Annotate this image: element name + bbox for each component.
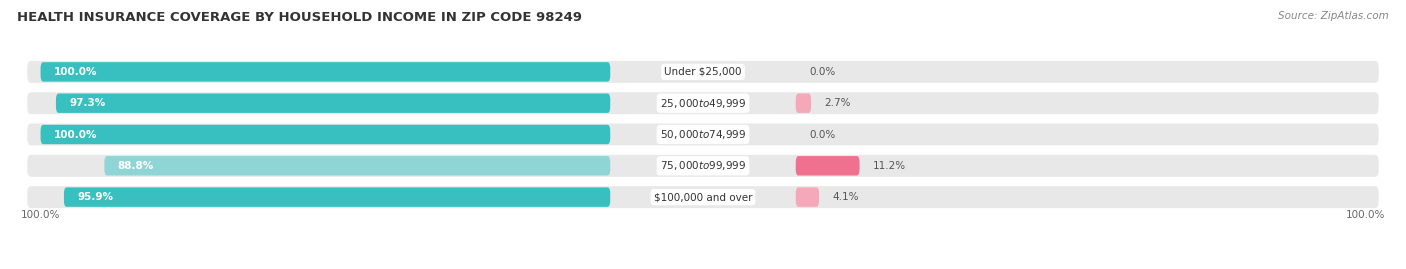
- Text: 100.0%: 100.0%: [1346, 210, 1385, 220]
- Text: $25,000 to $49,999: $25,000 to $49,999: [659, 97, 747, 110]
- Text: 100.0%: 100.0%: [53, 67, 97, 77]
- Text: 100.0%: 100.0%: [53, 129, 97, 140]
- FancyBboxPatch shape: [796, 156, 859, 175]
- FancyBboxPatch shape: [27, 123, 1379, 146]
- Text: $50,000 to $74,999: $50,000 to $74,999: [659, 128, 747, 141]
- FancyBboxPatch shape: [41, 125, 610, 144]
- Text: 11.2%: 11.2%: [873, 161, 905, 171]
- Text: Source: ZipAtlas.com: Source: ZipAtlas.com: [1278, 11, 1389, 21]
- FancyBboxPatch shape: [796, 94, 811, 113]
- Text: $75,000 to $99,999: $75,000 to $99,999: [659, 159, 747, 172]
- FancyBboxPatch shape: [796, 187, 820, 207]
- FancyBboxPatch shape: [27, 186, 1379, 208]
- Text: 0.0%: 0.0%: [808, 67, 835, 77]
- Text: 0.0%: 0.0%: [808, 129, 835, 140]
- Text: Under $25,000: Under $25,000: [664, 67, 742, 77]
- Text: 97.3%: 97.3%: [69, 98, 105, 108]
- Text: 4.1%: 4.1%: [832, 192, 859, 202]
- Text: 2.7%: 2.7%: [824, 98, 851, 108]
- FancyBboxPatch shape: [27, 92, 1379, 114]
- FancyBboxPatch shape: [56, 94, 610, 113]
- FancyBboxPatch shape: [41, 62, 610, 82]
- Text: HEALTH INSURANCE COVERAGE BY HOUSEHOLD INCOME IN ZIP CODE 98249: HEALTH INSURANCE COVERAGE BY HOUSEHOLD I…: [17, 11, 582, 24]
- Text: $100,000 and over: $100,000 and over: [654, 192, 752, 202]
- FancyBboxPatch shape: [27, 155, 1379, 177]
- FancyBboxPatch shape: [27, 61, 1379, 83]
- Text: 88.8%: 88.8%: [118, 161, 153, 171]
- FancyBboxPatch shape: [104, 156, 610, 175]
- Text: 100.0%: 100.0%: [21, 210, 60, 220]
- FancyBboxPatch shape: [63, 187, 610, 207]
- Text: 95.9%: 95.9%: [77, 192, 112, 202]
